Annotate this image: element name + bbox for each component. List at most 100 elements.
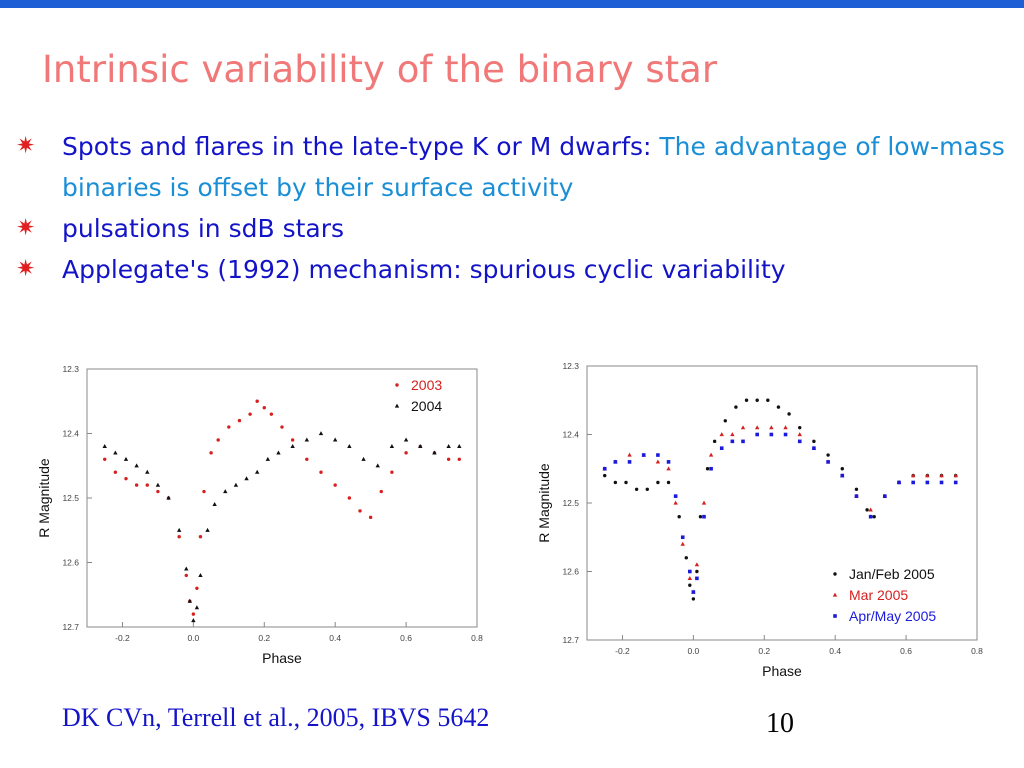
data-point-apr-may-2005: [666, 460, 671, 464]
x-axis-label: Phase: [762, 663, 802, 679]
data-point-2004: [389, 444, 395, 448]
x-tick-label: 0.0: [187, 633, 199, 643]
data-point-apr-may-2005: [769, 432, 774, 437]
top-accent-bar: [0, 0, 1024, 8]
data-point-apr-may-2005: [755, 432, 759, 437]
data-point-jan-feb-2005: [798, 425, 802, 430]
data-point-2004: [155, 482, 161, 487]
data-point-2004: [233, 482, 239, 487]
data-point-2004: [361, 456, 366, 461]
data-point-jan-feb-2005: [634, 487, 639, 491]
data-point-jan-feb-2005: [613, 480, 618, 485]
data-point-2003: [368, 515, 373, 520]
data-point-jan-feb-2005: [698, 515, 703, 519]
data-point-2003: [209, 451, 213, 455]
data-point-2004: [184, 566, 189, 571]
data-point-2004: [166, 495, 171, 500]
x-tick-label: 0.8: [971, 646, 983, 656]
data-point-2004: [223, 489, 228, 494]
data-point-apr-may-2005: [911, 480, 915, 485]
legend-marker: [394, 403, 400, 408]
data-point-jan-feb-2005: [695, 569, 699, 574]
bullet-text-dark: Applegate's (1992) mechanism: spurious c…: [62, 255, 786, 284]
y-tick-label: 12.3: [62, 364, 79, 374]
legend-marker: [395, 383, 399, 387]
data-point-jan-feb-2005: [712, 439, 717, 444]
data-point-2004: [375, 463, 380, 468]
data-point-apr-may-2005: [939, 480, 944, 485]
page-number: 10: [766, 708, 794, 739]
data-point-2003: [248, 412, 252, 416]
data-point-2003: [177, 535, 181, 539]
data-point-2003: [145, 483, 149, 487]
x-axis-label: Phase: [262, 650, 302, 666]
plot-frame: [86, 368, 478, 628]
data-point-mar-2005: [687, 575, 693, 580]
chart-right-lightcurve: 12.3 12.4 12.5 12.6 12.7 -0.2 0.0 0.2 0.4 0.6 0.8 P…: [527, 352, 997, 697]
data-point-apr-may-2005: [627, 460, 632, 464]
data-point-2004: [432, 450, 437, 455]
data-point-2003: [198, 535, 203, 539]
data-point-jan-feb-2005: [691, 597, 696, 601]
data-point-apr-may-2005: [702, 514, 706, 519]
data-point-jan-feb-2005: [734, 405, 738, 409]
data-point-apr-may-2005: [673, 494, 678, 498]
data-point-2004: [446, 444, 451, 448]
y-tick-label: 12.6: [62, 558, 79, 568]
x-tick-label: -0.2: [615, 646, 630, 656]
x-tick-label: 0.2: [758, 646, 770, 656]
data-point-2004: [102, 444, 107, 448]
x-tick-label: 0.6: [900, 646, 912, 656]
data-point-2004: [187, 598, 193, 603]
data-point-apr-may-2005: [641, 453, 646, 457]
data-point-apr-may-2005: [812, 446, 816, 450]
chart-right-svg: 12.3 12.4 12.5 12.6 12.7 -0.2 0.0 0.2 0.4 0.6 0.8 P…: [536, 361, 983, 679]
data-point-2004: [276, 450, 281, 455]
data-point-jan-feb-2005: [826, 453, 830, 457]
data-point-mar-2005: [680, 541, 685, 546]
data-point-jan-feb-2005: [677, 515, 681, 519]
data-point-2004: [318, 431, 324, 436]
data-point-2004: [304, 437, 310, 442]
data-point-2004: [176, 527, 182, 532]
data-point-mar-2005: [730, 432, 735, 437]
data-point-mar-2005: [769, 425, 774, 430]
data-point-mar-2005: [701, 500, 707, 505]
data-point-2004: [347, 444, 352, 448]
data-point-jan-feb-2005: [766, 398, 770, 402]
data-point-jan-feb-2005: [688, 583, 692, 587]
data-point-apr-may-2005: [925, 480, 930, 485]
data-point-mar-2005: [655, 459, 661, 464]
data-point-apr-may-2005: [783, 432, 788, 437]
bullet-item-applegate: ✷ Applegate's (1992) mechanism: spurious…: [16, 249, 1006, 290]
data-point-jan-feb-2005: [776, 405, 781, 409]
data-point-mar-2005: [868, 507, 873, 512]
data-point-2003: [216, 438, 220, 442]
chart-left-svg: 12.3 12.4 12.5 12.6 12.7 -0.2 0.0 0.2 0.4 0.6 0.8 P…: [36, 364, 483, 666]
data-point-apr-may-2005: [868, 514, 873, 519]
data-point-apr-may-2005: [656, 453, 660, 457]
data-point-2004: [418, 444, 423, 448]
data-point-2004: [123, 456, 129, 461]
legend-marker: [833, 614, 837, 618]
data-point-mar-2005: [627, 452, 632, 457]
data-point-apr-may-2005: [680, 535, 685, 540]
data-point-apr-may-2005: [854, 494, 859, 498]
data-point-2004: [244, 476, 249, 481]
data-point-mar-2005: [797, 432, 802, 437]
plot-frame: [586, 365, 978, 641]
y-tick-label: 12.6: [562, 567, 579, 577]
data-point-2003: [305, 457, 309, 461]
y-axis-label: R Magnitude: [36, 458, 52, 538]
data-point-2004: [457, 444, 462, 448]
data-point-2004: [290, 444, 295, 448]
data-point-mar-2005: [708, 452, 714, 457]
data-point-mar-2005: [719, 432, 724, 437]
data-point-2003: [379, 489, 383, 494]
chart-left-lightcurve: 12.3 12.4 12.5 12.6 12.7 -0.2 0.0 0.2 0.4 0.6 0.8 P…: [22, 355, 492, 680]
data-point-jan-feb-2005: [624, 480, 628, 485]
data-point-2003: [227, 425, 231, 429]
data-point-2004: [254, 469, 260, 474]
data-point-apr-may-2005: [695, 576, 699, 581]
x-tick-label: 0.4: [329, 633, 341, 643]
